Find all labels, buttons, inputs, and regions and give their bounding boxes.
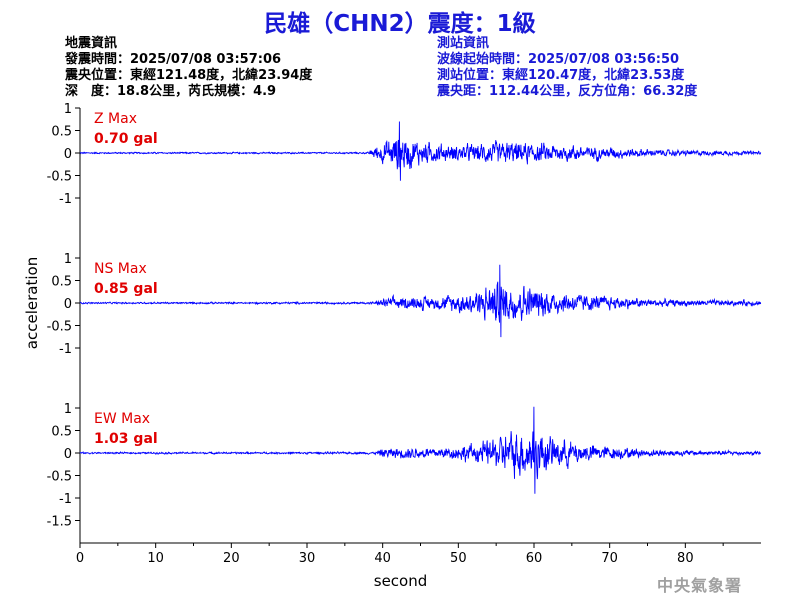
y-tick-label-z: 0 [64,147,72,162]
y-tick-label-z: -0.5 [47,170,72,185]
x-axis-label: second [374,572,428,590]
y-tick-label-ns: 1 [64,252,72,267]
x-tick-label: 0 [76,551,84,566]
y-tick-label-ns: 0.5 [51,275,72,290]
y-tick-label-z: 1 [64,102,72,117]
y-tick-label-ew: -1 [59,492,72,507]
y-tick-label-ns: 0 [64,297,72,312]
quake-info-block: 地震資訊 發震時間：2025/07/08 03:57:06 震央位置：東經121.4… [65,36,312,100]
max-label-ew: EW Max [94,411,150,427]
x-tick-label: 20 [223,551,240,566]
x-tick-label: 50 [450,551,467,566]
agency-logo-text: 中央氣象署 [657,576,743,595]
y-tick-label-ew: -0.5 [47,470,72,485]
y-tick-label-ns: -0.5 [47,320,72,335]
origin-time: 發震時間：2025/07/08 03:57:06 [65,52,282,67]
distance-azimuth: 震央距：112.44公里，反方位角：66.32度 [437,84,698,99]
max-value-z: 0.70 gal [94,131,158,147]
trace-ew [79,406,761,494]
page-title: 民雄（CHN2）震度：1級 [264,11,536,37]
x-tick-label: 30 [299,551,316,566]
max-value-ns: 0.85 gal [94,281,158,297]
trace-ns [79,264,762,338]
epicenter-location: 震央位置：東經121.48度，北緯23.94度 [65,68,313,83]
y-tick-label-ew: -1.5 [47,515,72,530]
wave-onset-time: 波線起始時間：2025/07/08 03:56:50 [437,52,680,67]
x-tick-label: 40 [374,551,391,566]
y-axis-label: acceleration [23,257,41,349]
station-info-block: 測站資訊 波線起始時間：2025/07/08 03:56:50 測站位置：東經120… [437,36,697,100]
depth-magnitude: 深 度：18.8公里，芮氏規模：4.9 [65,84,277,99]
y-tick-label-z: 0.5 [51,125,72,140]
max-value-ew: 1.03 gal [94,431,158,447]
x-tick-label: 60 [526,551,543,566]
trace-z [79,121,762,181]
y-tick-label-ew: 0 [64,447,72,462]
y-tick-label-z: -1 [59,192,72,207]
max-label-z: Z Max [94,111,137,127]
max-label-ns: NS Max [94,261,147,277]
quake-info-heading: 地震資訊 [65,36,118,51]
station-location: 測站位置：東經120.47度，北緯23.53度 [437,68,685,83]
station-info-heading: 測站資訊 [437,36,490,51]
y-tick-label-ew: 1 [64,402,72,417]
y-tick-label-ew: 0.5 [51,425,72,440]
x-tick-label: 10 [147,551,164,566]
y-tick-label-ns: -1 [59,342,72,357]
x-tick-label: 80 [677,551,694,566]
x-tick-label: 70 [601,551,618,566]
